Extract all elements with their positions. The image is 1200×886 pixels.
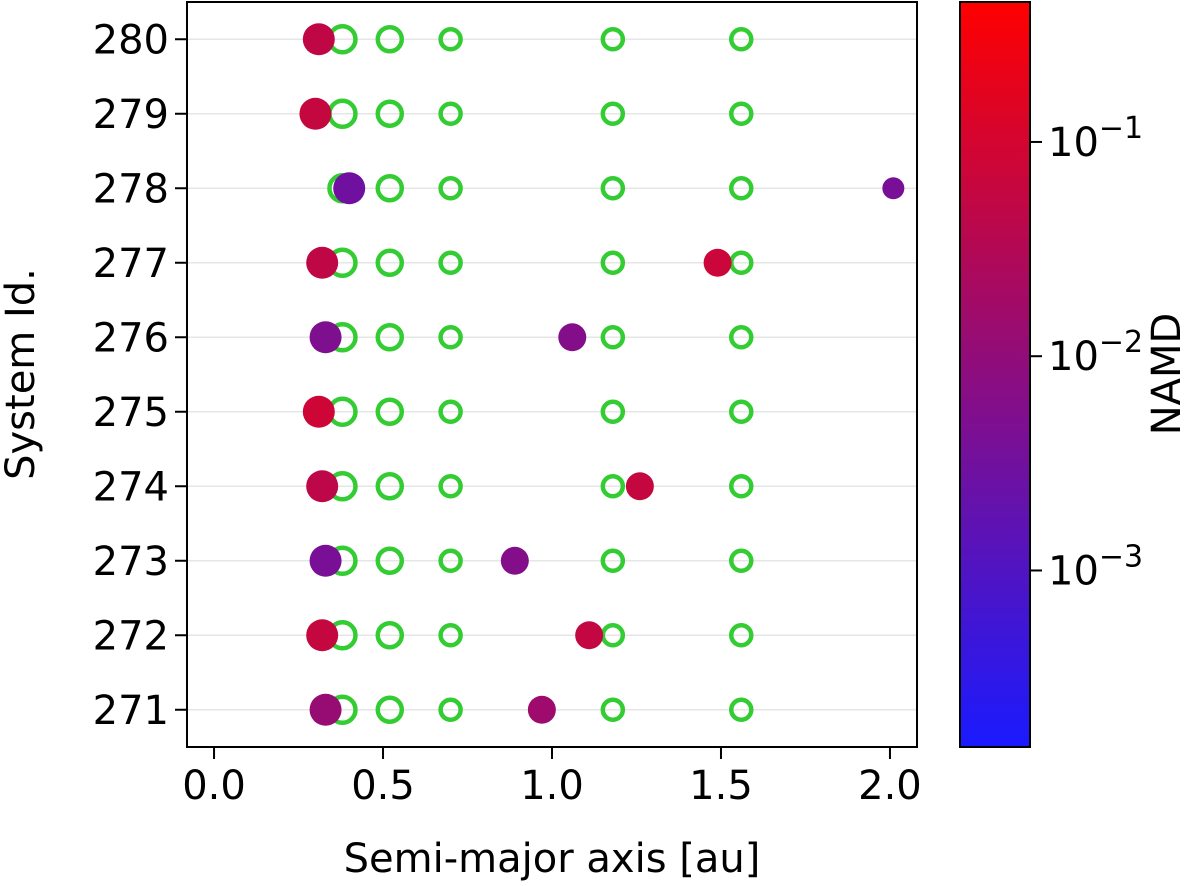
simulated-planet-marker — [302, 23, 335, 56]
simulated-planet-marker — [575, 621, 604, 650]
simulated-planet-marker — [703, 248, 732, 277]
reference-planet-marker — [600, 27, 626, 52]
reference-planet-marker — [438, 697, 463, 722]
simulated-planet-marker — [302, 395, 335, 428]
simulated-planet-marker — [500, 546, 529, 575]
reference-planet-marker — [438, 623, 463, 648]
reference-planet-marker — [438, 325, 463, 350]
x-tick-label: 0.0 — [182, 763, 246, 809]
reference-planet-marker — [729, 27, 754, 52]
simulated-planet-marker — [306, 470, 339, 503]
y-tick-label: 273 — [93, 539, 169, 585]
y-tick-label: 274 — [93, 464, 169, 510]
colorbar-tick-exponent: −3 — [1099, 539, 1143, 574]
colorbar-tick-label: 10−2 — [1048, 325, 1143, 380]
colorbar-tick-label: 10−3 — [1048, 539, 1143, 594]
y-tick-label: 276 — [93, 315, 169, 361]
reference-planet-marker — [438, 101, 463, 126]
simulated-planet-marker — [299, 97, 332, 130]
simulated-planet-marker — [309, 693, 342, 726]
colorbar-tick-label: 10−1 — [1048, 111, 1143, 166]
reference-planet-marker — [375, 99, 405, 128]
y-tick-label: 279 — [93, 92, 169, 138]
reference-planet-marker — [600, 176, 626, 201]
simulated-planet-marker — [333, 172, 366, 205]
reference-planet-marker — [375, 248, 405, 277]
reference-planet-marker — [729, 623, 754, 648]
simulated-planet-marker — [309, 321, 342, 354]
reference-planet-marker — [438, 548, 463, 573]
reference-planet-marker — [729, 474, 754, 499]
simulated-planet-marker — [306, 246, 339, 279]
reference-planet-marker — [375, 323, 405, 352]
y-tick-label: 275 — [93, 390, 169, 436]
reference-planet-marker — [438, 176, 463, 201]
simulated-planet-marker — [625, 472, 654, 501]
data-points — [299, 23, 905, 726]
simulated-planet-marker — [309, 544, 342, 577]
reference-planet-marker — [438, 250, 463, 275]
reference-planet-marker — [375, 621, 405, 650]
x-tick-label: 1.5 — [689, 763, 753, 809]
reference-planet-marker — [600, 101, 626, 126]
colorbar — [959, 1, 1031, 748]
reference-planet-marker — [375, 695, 405, 724]
x-tick-label: 0.5 — [351, 763, 415, 809]
reference-planet-marker — [375, 472, 405, 501]
reference-planet-marker — [438, 474, 463, 499]
reference-planet-marker — [600, 474, 626, 499]
x-axis-label: Semi-major axis [au] — [344, 836, 761, 882]
reference-planet-marker — [729, 548, 754, 573]
simulated-planet-marker — [527, 695, 556, 724]
reference-planet-marker — [729, 399, 754, 424]
y-axis-label: System Id. — [0, 268, 44, 480]
reference-planet-marker — [600, 250, 626, 275]
x-tick-label: 1.0 — [520, 763, 584, 809]
y-tick-label: 280 — [93, 17, 169, 63]
reference-planet-marker — [438, 27, 463, 52]
axis-ticks: 280 279 278 277 276 275 274 273 272 271 0.0 0.5 1.0 1… — [93, 17, 922, 809]
reference-planet-marker — [600, 697, 626, 722]
y-tick-label: 278 — [93, 166, 169, 212]
x-tick-label: 2.0 — [858, 763, 922, 809]
colorbar-ticks: 10−1 10−2 10−3 — [1030, 111, 1143, 594]
y-tick-label: 271 — [93, 688, 169, 734]
reference-planet-marker — [375, 397, 405, 426]
y-tick-label: 277 — [93, 241, 169, 287]
reference-planet-marker — [729, 101, 754, 126]
reference-planet-marker — [375, 546, 405, 575]
reference-planet-marker — [600, 399, 626, 424]
reference-planet-marker — [600, 325, 626, 350]
y-tick-label: 272 — [93, 613, 169, 659]
simulated-planet-marker — [558, 323, 587, 352]
colorbar-label: NAMD — [1144, 313, 1190, 436]
reference-planet-marker — [729, 176, 754, 201]
colorbar-tick-exponent: −2 — [1099, 325, 1143, 360]
reference-planet-marker — [375, 25, 405, 54]
reference-planet-marker — [729, 325, 754, 350]
simulated-planet-marker — [882, 177, 905, 200]
reference-planet-marker — [600, 548, 626, 573]
simulated-planet-marker — [306, 619, 339, 652]
reference-planet-marker — [438, 399, 463, 424]
reference-planet-marker — [375, 174, 405, 203]
reference-planet-marker — [729, 697, 754, 722]
colorbar-tick-exponent: −1 — [1099, 111, 1143, 146]
